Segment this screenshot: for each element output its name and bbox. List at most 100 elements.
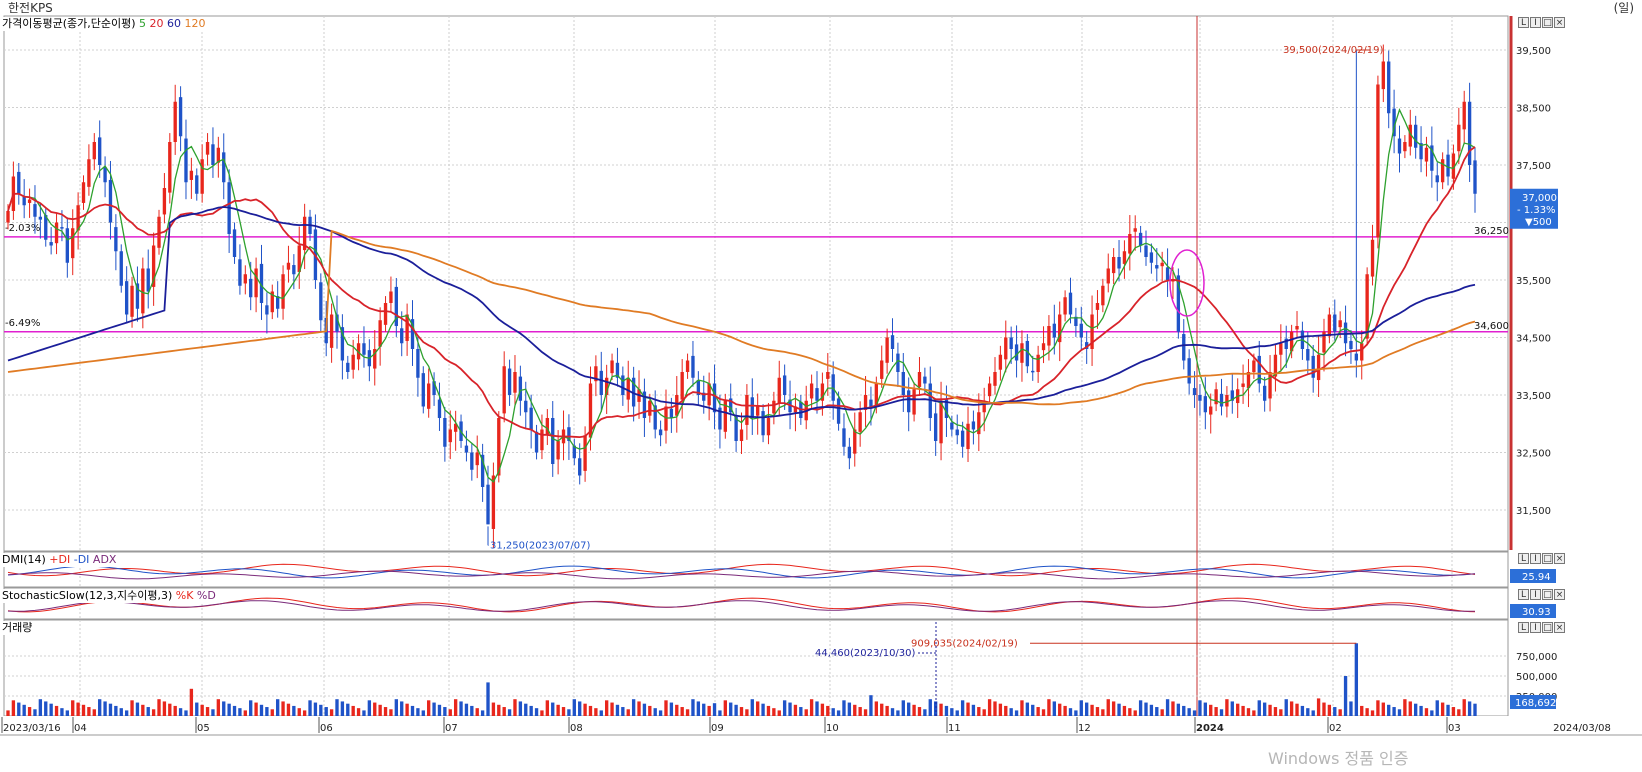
pane-maximize-button[interactable]: □ [1542,589,1553,600]
volume-bar [588,705,593,716]
volume-bar [1106,699,1110,716]
pane-close-button[interactable]: × [1554,622,1565,633]
ma60-label: 60 [167,17,182,30]
volume-bar [17,702,21,716]
candle-body [195,175,199,194]
volume-bar [1397,709,1402,716]
volume-bar [416,708,420,716]
stoch-pane-controls: L I □ × [1518,589,1565,600]
volume-bar [885,705,889,716]
volume-bar [1198,700,1202,716]
pane-close-button[interactable]: × [1554,17,1565,28]
date-tick-label: 2024/03/08 [1553,723,1611,734]
candle-body [27,199,32,203]
candle-body [745,395,749,425]
volume-bar [944,705,949,716]
candle-body [842,428,846,447]
candle-body [1149,252,1154,263]
candle-body [1187,358,1191,384]
volume-bar [249,700,253,716]
volume-bar [151,709,156,716]
volume-bar [1311,710,1315,716]
candle-body [1160,262,1164,267]
volume-bar [971,704,976,716]
volume-bar [459,701,463,716]
volume-bar [340,701,345,716]
volume-bar [1246,708,1251,716]
candle-body [863,395,868,410]
candle-body [1009,337,1013,349]
price-legend[interactable]: 가격이동평균(종가,단순이평) 5 20 60 120 [2,17,209,31]
dmi-legend[interactable]: DMI(14) +DI -DI ADX [2,553,120,567]
candle-body [1322,331,1326,353]
candle-body [346,362,350,372]
volume-bar [33,709,37,716]
pane-lock-button[interactable]: L [1518,17,1529,28]
candle-body [534,431,539,453]
candle-body [653,405,657,430]
volume-bar [308,700,312,716]
volume-bar [831,708,835,716]
candle-body [44,215,48,240]
price-tick-label: 38,500 [1516,104,1551,115]
pane-info-button[interactable]: I [1530,622,1541,633]
volume-pane-controls: L I □ × [1518,622,1565,633]
volume-bar [966,702,970,716]
candle-body [739,429,744,441]
pane-lock-button[interactable]: L [1518,622,1529,633]
volume-bar [1214,707,1218,716]
candle-body [793,406,798,413]
volume-bar [594,708,598,716]
pane-info-button[interactable]: I [1530,589,1541,600]
pane-close-button[interactable]: × [1554,589,1565,600]
stoch-legend[interactable]: StochasticSlow(12,3,지수이평,3) %K %D [2,589,219,603]
candle-body [1403,142,1407,152]
candle-body [135,283,140,309]
volume-bar [950,708,954,716]
volume-bar [513,699,517,716]
pane-maximize-button[interactable]: □ [1542,553,1553,564]
candle-body [1462,101,1466,130]
pane-lock-button[interactable]: L [1518,589,1529,600]
candle-body [173,101,177,142]
volume-bar [739,707,744,716]
last-change-value: ▼500 [1525,217,1552,228]
volume-bar [281,701,285,716]
volume-bar [1225,699,1229,716]
candle-body [1457,124,1461,152]
volume-bar [297,708,301,716]
volume-bar [130,700,134,716]
volume-bar [604,700,609,716]
pane-maximize-button[interactable]: □ [1542,622,1553,633]
volume-bar [324,707,328,716]
candle-body [648,400,652,416]
pane-info-button[interactable]: I [1530,553,1541,564]
candle-body [551,418,555,464]
volume-bar [275,699,280,716]
date-axis-bg [0,716,1642,736]
candle-body [604,377,609,395]
candle-body [626,377,630,400]
candle-body [130,285,134,317]
pane-lock-button[interactable]: L [1518,553,1529,564]
volume-bar [534,708,539,716]
volume-legend[interactable]: 거래량 [2,621,36,635]
pane-close-button[interactable]: × [1554,553,1565,564]
volume-bar [1074,710,1078,716]
candle-body [933,413,938,441]
pane-info-button[interactable]: I [1530,17,1541,28]
candle-body [103,167,107,183]
volume-bar [847,702,852,716]
candle-body [1128,234,1132,254]
volume-bar [378,704,382,716]
candle-body [1284,338,1288,349]
candle-body [567,427,571,441]
period-unit[interactable]: (일) [1613,1,1634,15]
candle-body [820,383,825,401]
volume-bar [254,702,258,716]
volume-bar [1203,702,1208,716]
volume-bar [777,710,781,716]
volume-bar [1182,705,1186,716]
pane-maximize-button[interactable]: □ [1542,17,1553,28]
